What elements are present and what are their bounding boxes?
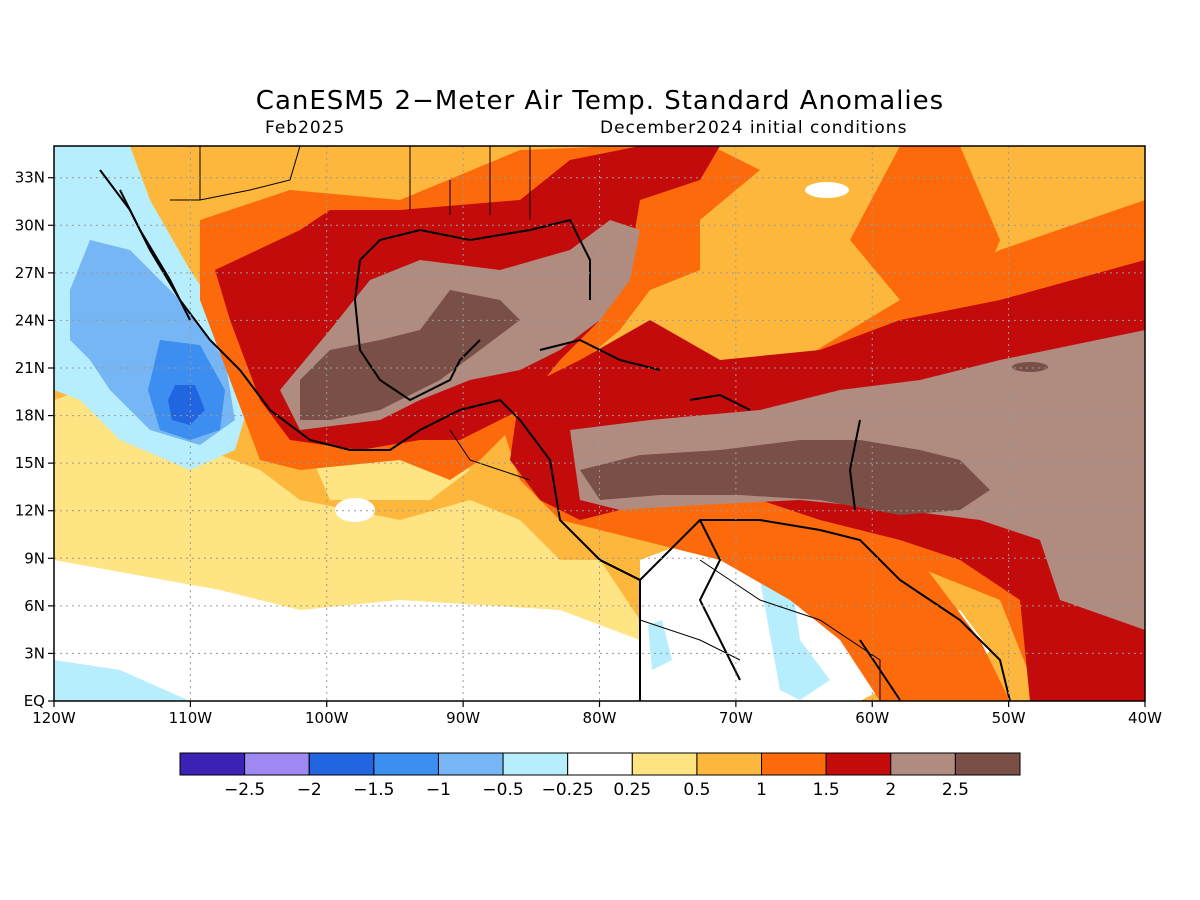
lat-tick-label: 30N [15, 216, 45, 234]
colorbar-swatch [696, 752, 763, 776]
colorbar-label: −2.5 [224, 780, 265, 800]
field-warm-atl [850, 146, 1000, 300]
lon-tick-label: 70W [719, 709, 753, 727]
lon-tick-label: 120W [32, 709, 76, 727]
coastlines [99, 169, 1011, 701]
colorbar-swatch [308, 752, 375, 776]
lat-axis: EQ 3N 6N 9N 12N 15N 18N 21N 24N 27N 30N 33N [15, 169, 54, 710]
field-cool-center [168, 385, 205, 425]
field-pacific-white [54, 560, 700, 701]
lat-tick-label: EQ [24, 692, 45, 710]
lon-tick-label: 110W [169, 709, 213, 727]
colorbar: −2.5 −2 −1.5 −1 −0.5 −0.25 0.25 0.5 1 1.5 2 2.5 [179, 752, 1021, 800]
colorbar-swatch [502, 752, 569, 776]
field-cool-colombia [648, 620, 672, 670]
field-spot-pac [335, 498, 375, 522]
gridlines [54, 146, 1145, 701]
colorbar-label: 0.5 [683, 780, 710, 800]
lon-axis: 120W 110W 100W 90W 80W 70W 60W 50W 40W [32, 701, 1162, 727]
lat-tick-label: 15N [15, 454, 45, 472]
lat-tick-label: 12N [15, 502, 45, 520]
colorbar-label: −2 [297, 780, 322, 800]
lon-tick-label: 40W [1128, 709, 1162, 727]
colorbar-swatch [825, 752, 892, 776]
colorbar-swatch [761, 752, 827, 776]
lat-tick-label: 18N [15, 407, 45, 425]
colorbar-label: 2 [885, 780, 896, 800]
lat-tick-label: 3N [24, 644, 45, 662]
colorbar-swatch [631, 752, 698, 776]
chart-title: CanESM5 2−Meter Air Temp. Standard Anoma… [255, 86, 945, 116]
lon-tick-label: 100W [305, 709, 349, 727]
lat-tick-label: 21N [15, 359, 45, 377]
map-field [54, 146, 1145, 701]
initial-conditions: December2024 initial conditions [600, 118, 908, 138]
lat-tick-label: 24N [15, 311, 45, 329]
field-cool-sw [54, 660, 190, 701]
colorbar-swatch [954, 752, 1021, 776]
lat-tick-label: 33N [15, 169, 45, 187]
colorbar-swatch [179, 752, 246, 776]
colorbar-label: −0.5 [482, 780, 523, 800]
lon-tick-label: 60W [855, 709, 889, 727]
colorbar-label: 0.25 [613, 780, 651, 800]
lon-tick-label: 90W [446, 709, 480, 727]
colorbar-label: 2.5 [942, 780, 969, 800]
colorbar-label: 1.5 [813, 780, 840, 800]
lat-tick-label: 9N [24, 549, 45, 567]
colorbar-swatch [890, 752, 956, 776]
field-max-caribbean [580, 440, 990, 515]
lat-tick-label: 6N [24, 597, 45, 615]
colorbar-label: −1.5 [353, 780, 394, 800]
lat-tick-label: 27N [15, 264, 45, 282]
field-cool-venezuela [760, 570, 830, 700]
colorbar-label: −1 [426, 780, 451, 800]
colorbar-label: 1 [756, 780, 767, 800]
borders [170, 146, 881, 701]
field-spot-atl [805, 182, 849, 198]
colorbar-label: −0.25 [542, 780, 594, 800]
lon-tick-label: 80W [583, 709, 617, 727]
lon-tick-label: 50W [992, 709, 1026, 727]
colorbar-swatch [244, 752, 310, 776]
colorbar-swatch [373, 752, 439, 776]
forecast-month: Feb2025 [265, 118, 346, 138]
field-max-gom [300, 290, 520, 420]
field-spot-east [1012, 362, 1048, 372]
colorbar-swatch [437, 752, 504, 776]
colorbar-swatch [567, 752, 633, 776]
